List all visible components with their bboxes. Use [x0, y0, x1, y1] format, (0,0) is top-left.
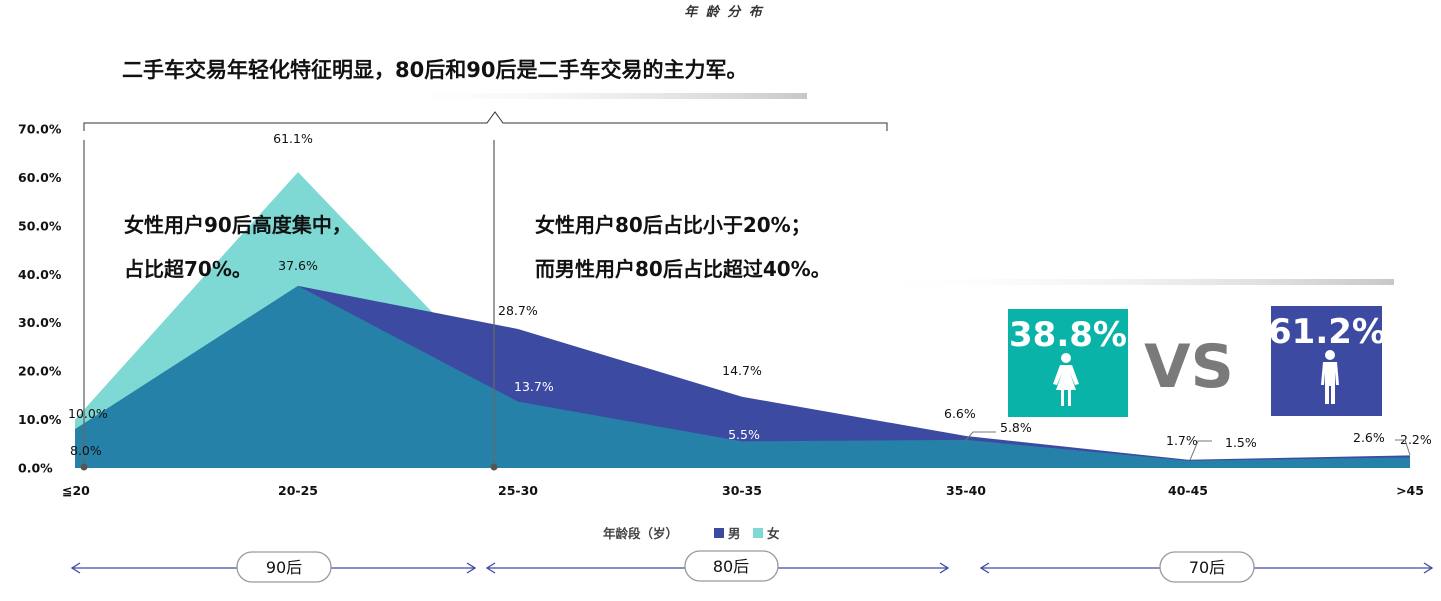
- y-axis: 0.0% 10.0% 20.0% 30.0% 40.0% 50.0% 60.0% 70.0%: [18, 122, 62, 476]
- gen-label-70: 70后: [1189, 558, 1225, 577]
- generation-ruler: 90后 80后 70后: [70, 550, 1434, 583]
- annotation-left-line1: 女性用户90后高度集中，: [124, 213, 352, 237]
- female-share-value: 38.8%: [1009, 315, 1127, 355]
- x-tick-label: 30-35: [722, 483, 762, 498]
- data-label-male: 28.7%: [498, 303, 538, 318]
- male-share-value: 61.2%: [1268, 312, 1386, 352]
- data-label-female: 10.0%: [68, 406, 108, 421]
- area-overlap: [75, 285, 1410, 468]
- gen-pill-90: [236, 551, 332, 583]
- y-tick-label: 60.0%: [18, 170, 62, 185]
- top-bracket: [83, 111, 888, 131]
- comparison-panel: 38.8% VS 61.2%: [1008, 306, 1386, 417]
- annotation-right-line2: 而男性用户80后占比超过40%。: [535, 257, 831, 281]
- legend-label-female: 女: [767, 526, 780, 541]
- data-label-female: 61.1%: [273, 131, 313, 146]
- male-icon: [1321, 350, 1339, 404]
- plot-areas: [75, 172, 1410, 468]
- data-label-male: 8.0%: [70, 443, 102, 458]
- data-label-male: 6.6%: [944, 406, 976, 421]
- annotation-right-line1: 女性用户80后占比小于20%；: [535, 213, 811, 237]
- x-tick-label: 35-40: [946, 483, 986, 498]
- headline-underline-shadow: [360, 93, 807, 99]
- x-tick-label: 40-45: [1168, 483, 1208, 498]
- annotation-underline-shadow: [860, 279, 1394, 285]
- x-axis: ≦20 20-25 25-30 30-35 35-40 40-45 >45: [62, 483, 1424, 498]
- data-label-male: 2.6%: [1353, 430, 1385, 445]
- leader-line: [964, 431, 996, 442]
- data-label-female: 5.5%: [728, 427, 760, 442]
- guide-lines: [80, 140, 498, 471]
- x-tick-label: 20-25: [278, 483, 318, 498]
- y-tick-label: 10.0%: [18, 412, 62, 427]
- gen-label-90: 90后: [266, 558, 302, 577]
- data-label-male: 14.7%: [722, 363, 762, 378]
- vs-text: VS: [1144, 332, 1234, 402]
- data-label-male: 37.6%: [278, 258, 318, 273]
- data-label-female: 1.5%: [1225, 435, 1257, 450]
- top-title: 年 龄 分 布: [684, 4, 764, 20]
- guide-dot: [490, 463, 498, 471]
- legend-swatch-female: [753, 528, 763, 538]
- data-label-female: 2.2%: [1400, 432, 1432, 447]
- legend: 年龄段（岁） 男 女: [603, 526, 780, 541]
- data-label-male: 1.7%: [1166, 433, 1198, 448]
- female-icon: [1053, 353, 1079, 406]
- x-axis-title: 年龄段（岁）: [603, 526, 678, 541]
- headline: 二手车交易年轻化特征明显，80后和90后是二手车交易的主力军。: [122, 58, 747, 82]
- y-tick-label: 40.0%: [18, 267, 62, 282]
- x-tick-label: ≦20: [62, 483, 90, 498]
- legend-label-male: 男: [728, 526, 741, 541]
- gen-pill-70: [1159, 551, 1255, 583]
- data-label-female: 5.8%: [1000, 420, 1032, 435]
- leader-line: [1189, 440, 1212, 461]
- y-tick-label: 20.0%: [18, 364, 62, 379]
- data-labels: 8.0% 37.6% 28.7% 14.7% 6.6% 1.7% 2.6% 10.0% 61.1…: [68, 131, 1432, 461]
- x-tick-label: >45: [1396, 483, 1424, 498]
- y-tick-label: 0.0%: [18, 461, 53, 476]
- guide-dot: [80, 463, 88, 471]
- leader-line: [1395, 439, 1411, 456]
- x-tick-label: 25-30: [498, 483, 538, 498]
- data-label-female: 13.7%: [514, 379, 554, 394]
- y-tick-label: 70.0%: [18, 122, 62, 137]
- legend-swatch-male: [714, 528, 724, 538]
- annotation-left-line2: 占比超70%。: [124, 257, 252, 281]
- y-tick-label: 50.0%: [18, 218, 62, 233]
- gen-pill-80: [684, 550, 779, 582]
- y-tick-label: 30.0%: [18, 315, 62, 330]
- gen-label-80: 80后: [713, 557, 749, 576]
